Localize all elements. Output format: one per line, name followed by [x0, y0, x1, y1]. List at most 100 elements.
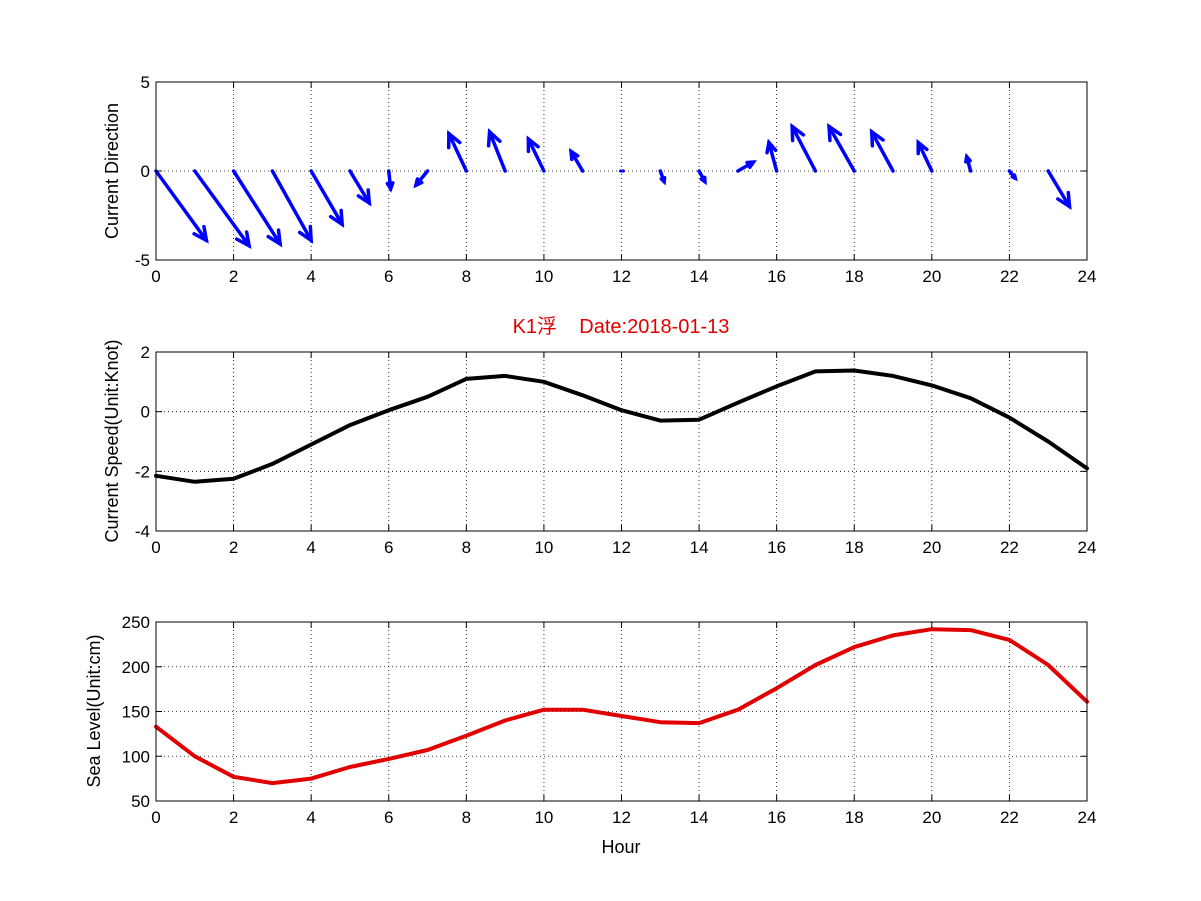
current-speed-y-ticks: -4 -2 0 2 — [135, 343, 1087, 541]
current-direction-arrow-shaft — [309, 169, 344, 227]
current-direction-arrow-shaft — [1046, 169, 1072, 209]
current-direction-arrow-head — [569, 147, 580, 162]
current-direction-arrow-shaft — [767, 140, 779, 173]
current-direction-arrow-shaft — [231, 169, 282, 246]
sea-level-series-line — [154, 627, 1089, 786]
sea-level-y-tick-label: 200 — [122, 658, 150, 677]
current-direction-arrow-head — [699, 175, 707, 186]
current-direction-arrow-head — [916, 138, 929, 156]
current-direction-arrow-head — [328, 208, 345, 228]
current-direction-arrow-shaft — [526, 137, 546, 173]
sea-level-x-tick-label: 12 — [612, 808, 631, 827]
current-direction-x-tick-label: 18 — [845, 267, 864, 286]
current-direction-x-tick-label: 12 — [612, 267, 631, 286]
current-direction-y-tick-label: -5 — [135, 251, 150, 270]
current-speed-y-tick-label: 0 — [141, 403, 150, 422]
current-direction-arrow-head — [413, 177, 424, 189]
current-direction-arrow — [193, 169, 252, 250]
current-direction-arrow — [1046, 169, 1072, 211]
current-speed-x-tick-label: 2 — [229, 538, 238, 557]
current-direction-arrow-head — [1056, 190, 1072, 211]
current-speed-x-tick-label: 22 — [1000, 538, 1019, 557]
current-direction-x-tick-label: 16 — [767, 267, 786, 286]
current-direction-arrow-head — [192, 224, 209, 244]
current-speed-y-tick-label: -4 — [135, 522, 150, 541]
current-direction-arrow — [827, 122, 856, 173]
current-direction-arrow-head — [235, 230, 252, 250]
current-direction-arrow-head — [356, 188, 372, 207]
current-direction-arrow — [526, 135, 546, 173]
sea-level-x-tick-label: 4 — [306, 808, 315, 827]
current-speed-x-tick-label: 12 — [612, 538, 631, 557]
current-direction-arrow-head — [486, 128, 502, 148]
current-direction-arrow — [270, 169, 314, 244]
current-direction-plot: 0 2 4 6 8 10 12 14 16 18 20 22 24 -505 Current Direc… — [102, 73, 1096, 286]
current-direction-arrow-head — [765, 138, 778, 155]
current-direction-x-tick-label: 6 — [384, 267, 393, 286]
current-direction-y-ticks: -5 0 5 — [135, 73, 1087, 270]
sea-level-x-ticks: 0 2 4 6 8 10 12 14 16 18 20 22 24 — [151, 622, 1096, 827]
sea-level-x-tick-label: 18 — [845, 808, 864, 827]
current-direction-arrow — [869, 128, 895, 173]
current-direction-arrow-shaft — [916, 140, 934, 173]
current-direction-arrow-shaft — [790, 124, 818, 173]
current-direction-arrow — [231, 169, 283, 248]
current-direction-arrow — [736, 160, 757, 173]
current-direction-arrow — [413, 169, 430, 189]
current-direction-arrow — [658, 169, 667, 186]
figure-title: K1浮 Date:2018-01-13 — [513, 315, 730, 338]
current-direction-arrow-head — [964, 152, 972, 164]
sea-level-y-ticks: 50 100 150 200 250 — [122, 613, 1087, 811]
current-speed-x-tick-label: 18 — [845, 538, 864, 557]
current-speed-x-tick-label: 20 — [922, 538, 941, 557]
sea-level-line — [154, 627, 1089, 786]
current-speed-ylabel: Current Speed(Unit:Knot) — [102, 339, 122, 542]
sea-level-xlabel: Hour — [601, 837, 640, 857]
current-speed-x-tick-label: 24 — [1078, 538, 1097, 557]
current-direction-arrow-head — [827, 122, 843, 143]
sea-level-x-tick-label: 22 — [1000, 808, 1019, 827]
sea-level-y-tick-label: 150 — [122, 703, 150, 722]
current-direction-arrow-shaft — [447, 131, 469, 173]
sea-level-x-tick-label: 8 — [462, 808, 471, 827]
current-direction-arrow — [916, 138, 934, 173]
sea-level-y-tick-label: 250 — [122, 613, 150, 632]
current-direction-arrow-shaft — [348, 169, 372, 205]
current-direction-arrow — [446, 129, 469, 173]
current-speed-x-tick-label: 0 — [151, 538, 160, 557]
current-speed-y-tick-label: -2 — [135, 462, 150, 481]
current-speed-y-tick-label: 2 — [141, 343, 150, 362]
current-direction-x-tick-label: 24 — [1078, 267, 1097, 286]
current-direction-x-tick-label: 4 — [306, 267, 315, 286]
current-direction-x-tick-label: 8 — [462, 267, 471, 286]
sea-level-y-tick-label: 100 — [122, 747, 150, 766]
current-direction-arrow-head — [266, 228, 283, 248]
current-direction-arrows — [154, 122, 1072, 250]
current-direction-x-tick-label: 22 — [1000, 267, 1019, 286]
current-speed-line — [154, 368, 1089, 484]
current-speed-x-tick-label: 4 — [306, 538, 315, 557]
current-direction-arrow-head — [659, 175, 667, 186]
current-direction-arrow-head — [1010, 173, 1018, 182]
sea-level-x-tick-label: 16 — [767, 808, 786, 827]
current-direction-arrow — [569, 147, 585, 173]
current-direction-arrow-shaft — [827, 124, 856, 173]
sea-level-x-tick-label: 2 — [229, 808, 238, 827]
current-direction-arrow-head — [446, 129, 462, 150]
current-direction-arrow — [486, 128, 507, 173]
current-speed-x-tick-label: 6 — [384, 538, 393, 557]
current-direction-arrow — [154, 169, 209, 244]
current-direction-y-tick-label: 0 — [141, 162, 150, 181]
current-direction-arrow — [697, 169, 707, 186]
current-speed-series-line — [154, 368, 1089, 484]
current-direction-arrow — [765, 138, 779, 173]
current-direction-arrow-shaft — [193, 169, 251, 248]
current-direction-arrow-head — [526, 135, 540, 154]
sea-level-ylabel: Sea Level(Unit:cm) — [84, 634, 104, 787]
current-direction-arrow-head — [869, 128, 885, 148]
current-direction-arrow-shaft — [487, 130, 507, 173]
current-direction-x-ticks: 0 2 4 6 8 10 12 14 16 18 20 22 24 — [151, 82, 1096, 286]
current-direction-arrow — [348, 169, 372, 207]
